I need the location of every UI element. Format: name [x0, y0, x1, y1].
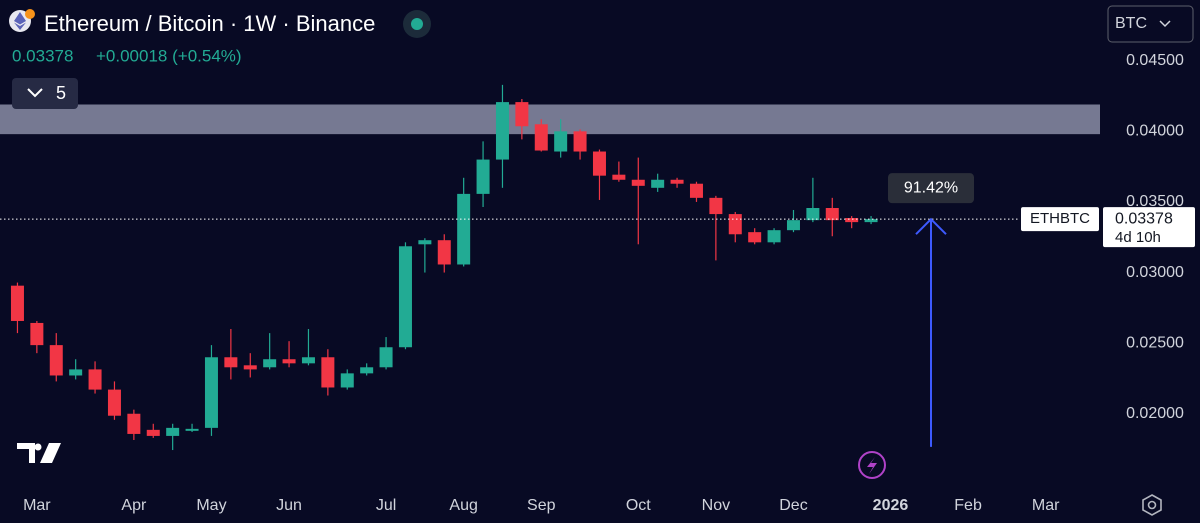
x-tick-label: May: [196, 497, 226, 514]
candle-body: [515, 102, 529, 127]
header-change: +0.00018 (+0.54%): [96, 46, 242, 65]
measure-arrowhead: [915, 217, 947, 235]
candle-body: [88, 369, 102, 390]
candle-body: [166, 427, 180, 436]
candle-body: [709, 197, 723, 215]
candle-body: [476, 159, 490, 194]
candle-body: [243, 365, 257, 370]
eth-icon-glyph: [14, 12, 26, 30]
currency-label: BTC: [1115, 15, 1147, 32]
candle-body: [185, 428, 199, 431]
countdown-label: 4d 10h: [1115, 229, 1161, 246]
x-tick-label: Sep: [527, 497, 556, 514]
candle-body: [418, 240, 432, 245]
candle-body: [495, 102, 509, 160]
candle-body: [49, 345, 63, 376]
y-tick-label: 0.02500: [1126, 334, 1184, 351]
candle-body: [786, 220, 800, 231]
measure-label-box: [888, 173, 974, 204]
candle-body: [204, 357, 218, 428]
symbol-title: Ethereum / Bitcoin · 1W · Binance: [44, 11, 375, 36]
settings-icon: [1147, 500, 1157, 510]
candle-body: [670, 179, 684, 184]
chevron: [1159, 20, 1171, 28]
btc-icon: [25, 9, 35, 19]
y-tick-label: 0.04000: [1126, 123, 1184, 140]
indicators-toggle[interactable]: [12, 78, 78, 109]
candle-body: [301, 357, 315, 364]
x-tick-label: Jul: [376, 497, 396, 514]
candle-body: [612, 174, 626, 180]
tradingview-logo-dot: [34, 443, 42, 451]
candle-body: [127, 413, 141, 434]
price-tag: [1103, 207, 1195, 248]
candle-body: [689, 183, 703, 198]
candle-body: [631, 179, 645, 186]
resistance-zone: [0, 104, 1100, 135]
candle-body: [573, 131, 587, 152]
x-tick-label: Mar: [23, 497, 51, 514]
indicators-count: 5: [56, 83, 66, 103]
chevron: [27, 88, 43, 98]
x-tick-label: 2026: [873, 497, 909, 514]
candle-body: [30, 322, 44, 346]
candle-body: [107, 389, 121, 416]
candle-body: [845, 218, 859, 223]
currency-select[interactable]: [1107, 5, 1194, 43]
price-tag-label: 0.03378: [1115, 210, 1173, 227]
candle-body: [592, 151, 606, 176]
x-tick-label: Dec: [779, 497, 807, 514]
x-tick-label: Mar: [1032, 497, 1060, 514]
y-tick-label: 0.03000: [1126, 264, 1184, 281]
x-tick-label: Jun: [276, 497, 302, 514]
plot-area: [0, 84, 1100, 451]
candle-body: [379, 347, 393, 368]
candle-body: [69, 369, 83, 376]
alert-button[interactable]: [858, 451, 886, 479]
y-tick-label: 0.04500: [1126, 52, 1184, 69]
symbol-tag: [1021, 207, 1099, 232]
symbol-tag-label: ETHBTC: [1030, 210, 1090, 227]
candle-body: [728, 214, 742, 235]
candle-body: [282, 359, 296, 364]
candle-body: [554, 131, 568, 152]
candle-body: [748, 232, 762, 243]
header-price: 0.03378: [12, 46, 73, 65]
candle-body: [10, 285, 24, 321]
y-tick-label: 0.02000: [1126, 405, 1184, 422]
candle-body: [806, 208, 820, 221]
x-tick-label: Aug: [449, 497, 477, 514]
candle-body: [360, 367, 374, 374]
candle-body: [825, 208, 839, 221]
x-tick-label: Apr: [121, 497, 147, 514]
x-tick-label: Feb: [954, 497, 982, 514]
candle-body: [224, 357, 238, 368]
measure-label: 91.42%: [904, 179, 958, 196]
x-tick-label: Nov: [702, 497, 730, 514]
candle-body: [146, 429, 160, 436]
candle-body: [651, 179, 665, 188]
market-status-dot: [411, 18, 423, 30]
candle-body: [767, 230, 781, 243]
y-tick-label: 0.03500: [1126, 193, 1184, 210]
candle-body: [437, 240, 451, 265]
candle-body: [864, 219, 878, 223]
candle-body: [263, 359, 277, 368]
candle-body: [534, 124, 548, 151]
tradingview-logo[interactable]: [17, 443, 61, 463]
lightning-icon: [867, 457, 877, 474]
x-tick-label: Oct: [626, 497, 651, 514]
candle-body: [340, 373, 354, 388]
candle-body: [398, 246, 412, 348]
candle-body: [321, 357, 335, 388]
candle-body: [457, 193, 471, 265]
settings-button[interactable]: [1142, 494, 1162, 516]
